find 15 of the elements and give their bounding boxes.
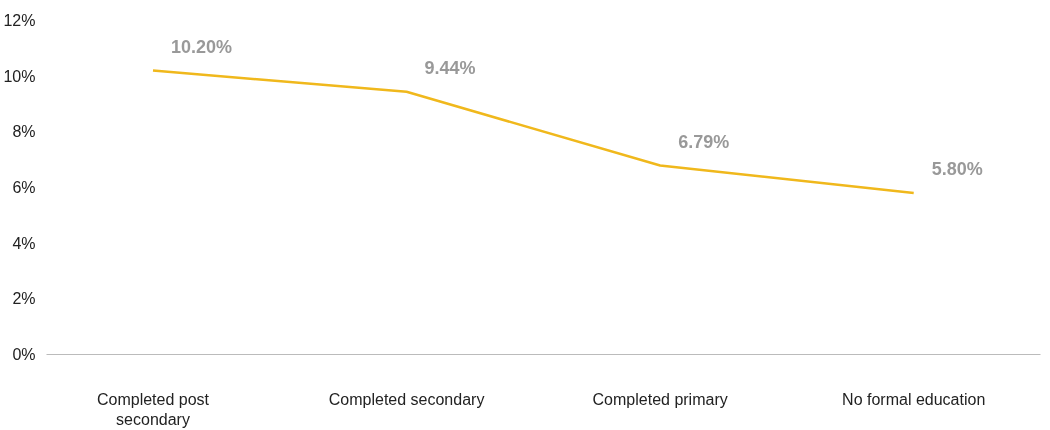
text: 9.44%: [424, 57, 476, 78]
y-tick-label: 2%: [12, 290, 36, 308]
y-tick-label: 10%: [3, 67, 36, 85]
text: 10.20%: [171, 36, 233, 57]
y-tick-label: 0%: [12, 346, 36, 363]
y-tick-label: 12%: [3, 12, 36, 29]
x-tick-label: Completed post secondary: [96, 390, 210, 428]
y-tick-label: 8%: [12, 123, 36, 141]
x-tick-label: Completed primary: [592, 390, 728, 408]
x-tick-label: Completed secondary: [328, 390, 485, 408]
y-tick-label: 4%: [12, 234, 36, 252]
text: 5.80%: [931, 159, 983, 180]
y-tick-label: 6%: [12, 179, 36, 196]
x-tick-label: No formal education: [842, 390, 986, 408]
text: 6.79%: [678, 131, 730, 152]
